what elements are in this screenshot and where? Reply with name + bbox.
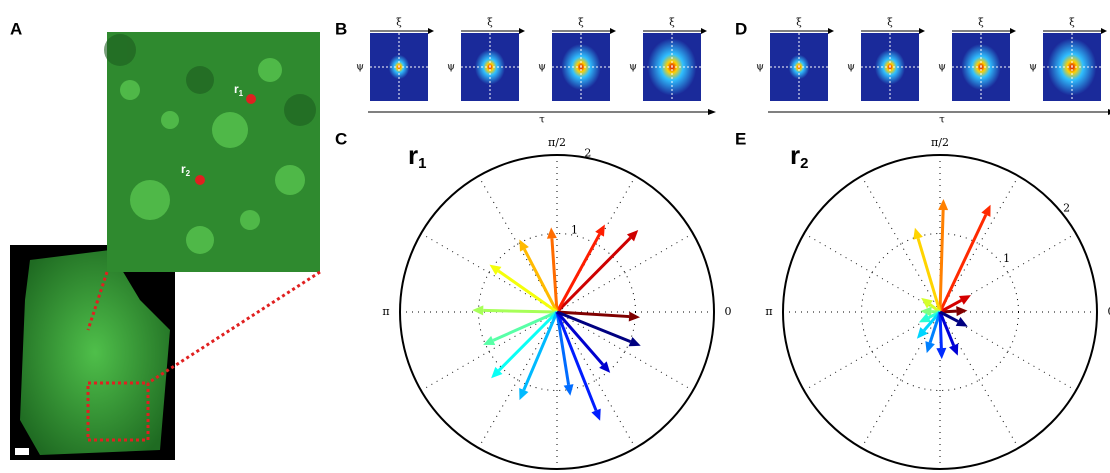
arrowhead <box>701 28 707 34</box>
arrow-shaft <box>499 312 557 370</box>
marker-index: 1 <box>239 89 244 98</box>
title-index: 1 <box>418 155 426 172</box>
panel-label: E <box>735 129 746 148</box>
plot-title: r1 <box>408 140 426 172</box>
figure: r1 r2 A B D C E r1 r2 ξψξψξψξψτξψξψξψξψτ… <box>0 0 1110 473</box>
arrow-shaft <box>499 271 557 312</box>
frame-left-label: ψ <box>447 62 455 73</box>
arrow-shaft <box>940 210 943 312</box>
arrow-head <box>472 305 483 315</box>
frame-left-label: ψ <box>629 62 637 73</box>
arrow <box>557 230 638 312</box>
arrowhead <box>708 109 716 115</box>
frame-left-label: ψ <box>938 62 946 73</box>
arrow <box>557 312 574 396</box>
arrow-head <box>547 227 557 238</box>
frame-left-label: ψ <box>756 62 764 73</box>
panel-label: A <box>10 19 22 38</box>
angle-tick-label: π/2 <box>548 136 566 149</box>
marker-dot <box>195 175 205 185</box>
arrow-head <box>936 348 946 359</box>
frame-top-label: ξ <box>487 18 493 29</box>
arrowhead <box>828 28 834 34</box>
panel-label: C <box>335 129 347 148</box>
arrow-head <box>913 228 923 240</box>
marker-index: 2 <box>186 169 191 178</box>
panel-label: D <box>735 19 747 38</box>
arrow-head <box>629 312 640 322</box>
spoke <box>421 312 557 391</box>
spoke <box>479 312 558 448</box>
frame-top-label: ξ <box>887 18 893 29</box>
arrowhead <box>919 28 925 34</box>
frame-left-label: ψ <box>538 62 546 73</box>
frame-left-label: ψ <box>356 62 364 73</box>
arrow-head <box>938 199 948 210</box>
spoke <box>557 312 693 391</box>
arrow-shaft <box>483 310 557 312</box>
frame-left-label: ψ <box>847 62 855 73</box>
arrow-head <box>956 306 967 316</box>
time-label: τ <box>539 115 545 126</box>
r-tick-label: 2 <box>1063 201 1070 214</box>
arrowhead <box>1010 28 1016 34</box>
angle-tick-label: π/2 <box>931 136 949 149</box>
frame-top-label: ξ <box>669 18 675 29</box>
time-label: τ <box>939 115 945 126</box>
title-index: 2 <box>800 155 808 172</box>
arrow-head <box>925 341 935 353</box>
scale-bar <box>15 448 29 455</box>
title-letter: r <box>408 140 418 170</box>
arrowhead <box>610 28 616 34</box>
spoke <box>862 312 941 448</box>
frame-left-label: ψ <box>1029 62 1037 73</box>
title-letter: r <box>790 140 800 170</box>
angle-tick-label: 0 <box>725 305 732 318</box>
frame-top-label: ξ <box>796 18 802 29</box>
spoke <box>804 312 940 391</box>
arrowhead <box>1101 28 1107 34</box>
frame-top-label: ξ <box>978 18 984 29</box>
panel-label: B <box>335 19 347 38</box>
zoom-image <box>107 32 320 272</box>
spoke <box>940 312 1019 448</box>
r-tick-label: 1 <box>571 224 578 237</box>
arrow <box>472 305 557 315</box>
r-tick-label: 1 <box>1003 252 1010 265</box>
arrow <box>490 265 557 312</box>
angle-tick-label: π <box>765 305 772 318</box>
plot-title: r2 <box>790 140 808 172</box>
arrowhead <box>428 28 434 34</box>
spoke <box>940 176 1019 312</box>
marker-dot <box>246 94 256 104</box>
arrow <box>557 225 605 312</box>
arrow-shaft <box>557 234 600 312</box>
r-tick-label: 2 <box>584 146 591 159</box>
angle-tick-label: π <box>382 305 389 318</box>
arrowhead <box>519 28 525 34</box>
spoke <box>862 176 941 312</box>
frame-top-label: ξ <box>1069 18 1075 29</box>
frame-top-label: ξ <box>396 18 402 29</box>
frame-top-label: ξ <box>578 18 584 29</box>
arrow <box>491 312 557 378</box>
